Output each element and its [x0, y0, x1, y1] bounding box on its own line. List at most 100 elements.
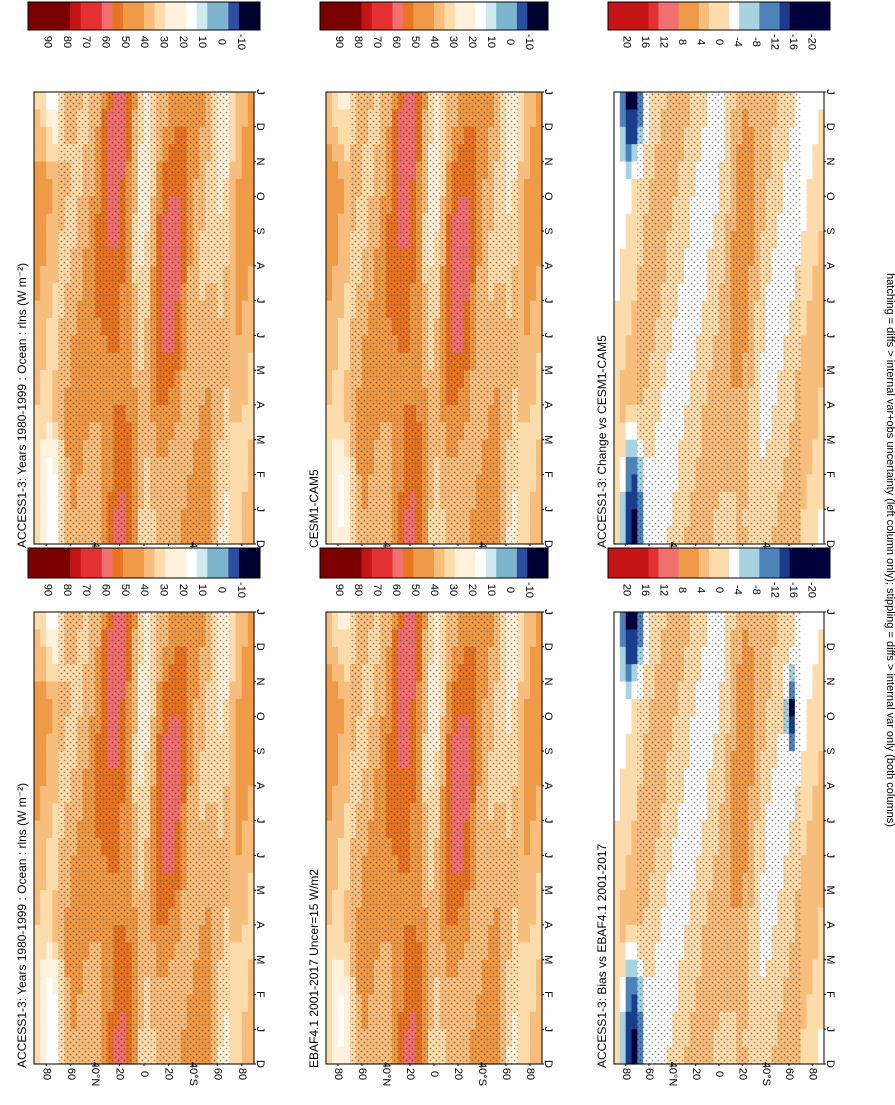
cell — [34, 768, 41, 786]
cell — [46, 127, 53, 145]
cell — [242, 925, 249, 943]
cell — [338, 612, 345, 630]
cell — [242, 92, 249, 110]
cell — [52, 977, 59, 995]
cell — [52, 821, 59, 839]
cell — [338, 318, 345, 336]
cell — [230, 994, 237, 1012]
cell — [614, 335, 620, 353]
cell — [632, 457, 638, 475]
cell — [230, 509, 237, 527]
cell — [52, 960, 59, 978]
cell — [338, 283, 345, 301]
cell — [40, 492, 47, 510]
cell — [524, 440, 531, 458]
cell — [230, 751, 237, 769]
cell — [46, 353, 53, 371]
cell — [230, 1012, 237, 1030]
cell — [52, 335, 59, 353]
cell — [40, 629, 47, 647]
cell — [242, 873, 249, 891]
colorbar-swatch — [759, 2, 770, 30]
cell — [242, 629, 249, 647]
colorbar-label: 90 — [41, 36, 53, 48]
cell — [344, 405, 351, 423]
cell — [326, 509, 333, 527]
cell — [518, 127, 525, 145]
cell — [52, 109, 59, 127]
cell — [518, 231, 525, 249]
cell — [34, 803, 41, 821]
cell — [614, 370, 620, 388]
cell — [344, 960, 351, 978]
cell — [236, 873, 243, 891]
colorbar-label: 80 — [352, 36, 364, 48]
cell — [46, 266, 53, 284]
colorbar-swatch — [455, 2, 466, 30]
cell — [344, 942, 351, 960]
cell — [326, 1047, 333, 1065]
colorbar-swatch — [486, 2, 497, 30]
cell — [52, 838, 59, 856]
cell — [326, 1012, 333, 1030]
cell — [40, 682, 47, 700]
cell — [338, 353, 345, 371]
colorbar-swatch — [155, 2, 166, 30]
cell — [807, 248, 813, 266]
colorbar-swatch — [39, 2, 50, 30]
cell — [530, 509, 537, 527]
cell — [626, 196, 632, 214]
cell — [812, 179, 818, 197]
cell — [524, 942, 531, 960]
cell — [620, 492, 626, 510]
cell — [236, 1047, 243, 1065]
cell — [344, 1029, 351, 1047]
cell — [332, 318, 339, 336]
cell — [626, 231, 632, 249]
cell — [52, 474, 59, 492]
cell — [230, 127, 237, 145]
cell — [812, 318, 818, 336]
cell — [46, 821, 53, 839]
cell — [524, 977, 531, 995]
colorbar-swatch — [699, 2, 710, 30]
cell — [524, 335, 531, 353]
cell — [34, 440, 41, 458]
colorbar-label: 60 — [390, 36, 402, 48]
cell — [326, 942, 333, 960]
cell — [40, 231, 47, 249]
colorbar-swatch — [197, 548, 208, 578]
cell — [40, 751, 47, 769]
cell — [242, 838, 249, 856]
cell — [626, 509, 632, 527]
cell — [40, 1012, 47, 1030]
cell — [40, 612, 47, 630]
colorbar-swatch — [123, 2, 134, 30]
cell — [34, 509, 41, 527]
cell — [620, 353, 626, 371]
cell — [530, 266, 537, 284]
cell — [530, 388, 537, 406]
cell — [326, 492, 333, 510]
cell — [52, 301, 59, 319]
cell — [518, 527, 525, 545]
cell — [40, 405, 47, 423]
colorbar-swatch — [820, 2, 831, 30]
cell — [230, 612, 237, 630]
cell — [801, 283, 807, 301]
cell — [326, 301, 333, 319]
cell — [518, 612, 525, 630]
cell — [326, 803, 333, 821]
cell — [614, 457, 620, 475]
cell — [34, 353, 41, 371]
cell — [530, 109, 537, 127]
cell — [812, 196, 818, 214]
cell — [40, 335, 47, 353]
stippling — [58, 92, 229, 544]
cell — [620, 144, 626, 162]
cell — [530, 248, 537, 266]
cell — [524, 457, 531, 475]
cell — [326, 214, 333, 232]
cell — [801, 370, 807, 388]
colorbar-label: 70 — [371, 36, 383, 48]
